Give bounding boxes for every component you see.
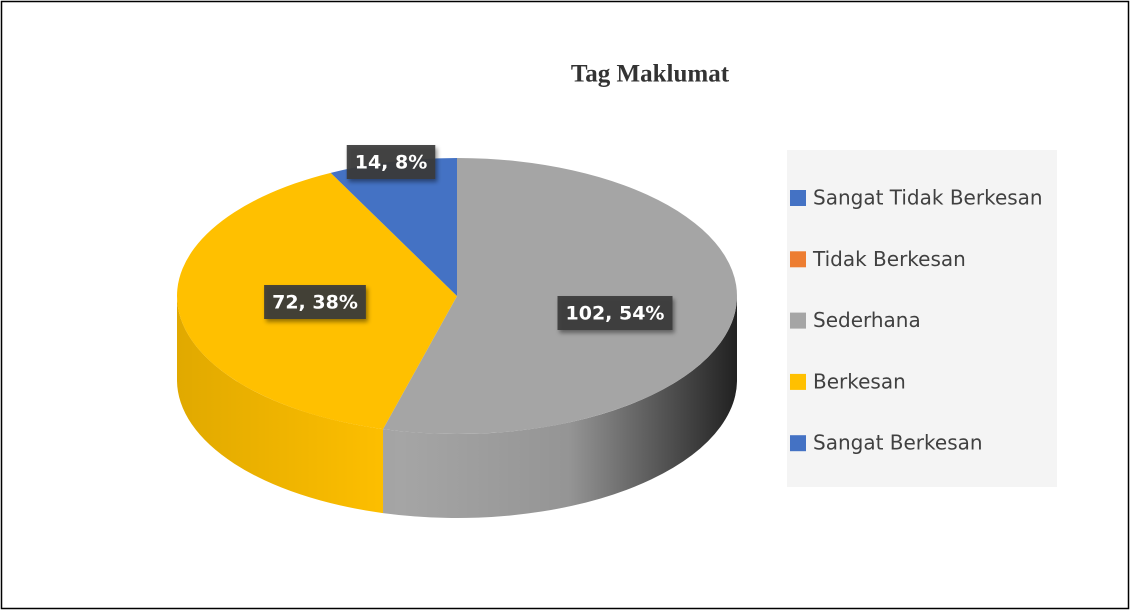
legend-swatch [790, 435, 806, 452]
slice-side-shading [177, 296, 384, 514]
data-label-text: 72, 38% [272, 292, 358, 314]
data-label-text: 14, 8% [355, 152, 428, 174]
legend-label: Sangat Tidak Berkesan [813, 186, 1043, 210]
legend-label: Sederhana [813, 308, 921, 332]
data-labels: 102, 54% 72, 38% 14, 8% [264, 145, 673, 330]
chart-title: Tag Maklumat [571, 61, 730, 88]
data-label: 102, 54% [557, 296, 673, 330]
legend-label: Berkesan [813, 369, 906, 393]
legend-label: Tidak Berkesan [812, 247, 966, 271]
legend-swatch [790, 190, 806, 206]
legend: Sangat Tidak Berkesan Tidak Berkesan Seder… [790, 186, 1043, 455]
slice-side-shading [383, 296, 737, 518]
legend-background [787, 150, 1057, 487]
pie [176, 158, 737, 518]
legend-swatch [790, 373, 806, 390]
legend-swatch [790, 312, 806, 329]
data-label: 72, 38% [264, 285, 366, 319]
slice [330, 158, 457, 296]
data-label-box [557, 296, 673, 330]
legend-label: Sangat Berkesan [813, 431, 983, 455]
data-label: 14, 8% [346, 145, 436, 179]
data-label-text: 102, 54% [566, 303, 665, 325]
data-label-box [264, 285, 366, 319]
data-label-box [346, 145, 436, 179]
legend-swatch [790, 251, 806, 268]
